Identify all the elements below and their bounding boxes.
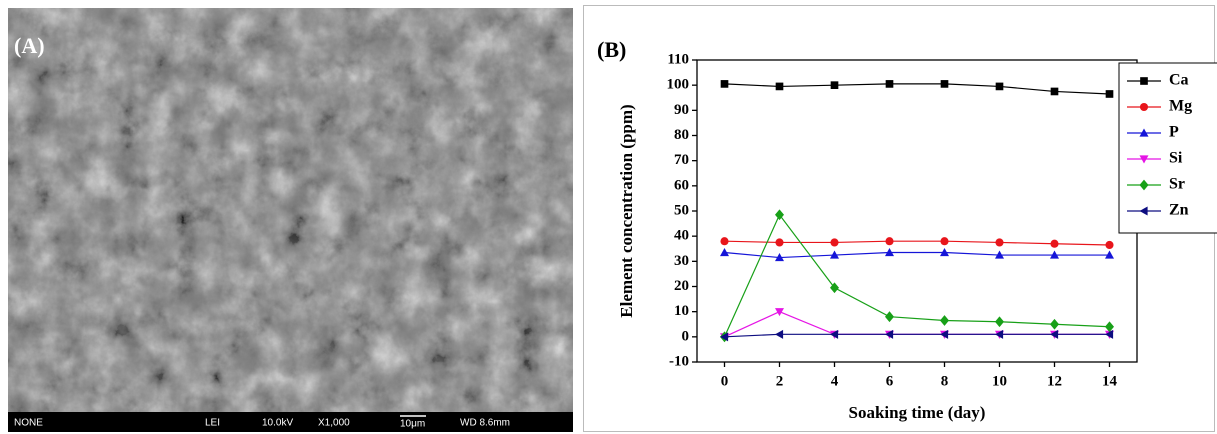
data-point (1050, 240, 1058, 248)
info-text: WD 8.6mm (460, 418, 510, 429)
y-tick-label: 40 (674, 228, 689, 244)
x-tick-label: 2 (776, 373, 784, 389)
info-text: 10.0kV (262, 418, 293, 429)
data-point (721, 80, 729, 88)
x-tick-label: 4 (831, 373, 839, 389)
panel-label: (B) (597, 37, 626, 62)
data-point (996, 83, 1004, 91)
y-tick-label: 100 (667, 77, 690, 93)
data-point (775, 330, 783, 339)
x-tick-label: 10 (992, 373, 1007, 389)
y-tick-label: 50 (674, 202, 689, 218)
sem-texture (8, 8, 573, 412)
y-tick-label: 60 (674, 177, 689, 193)
y-tick-label: 20 (674, 278, 689, 294)
info-text: LEI (205, 418, 220, 429)
x-axis-label: Soaking time (day) (849, 403, 986, 422)
legend-label: Ca (1169, 72, 1189, 89)
legend-label: Zn (1169, 202, 1189, 219)
x-tick-label: 8 (941, 373, 949, 389)
series-line (725, 215, 1110, 337)
data-point (885, 311, 894, 322)
page: (A) NONE LEI 10.0kV X1,000 10μm WD 8.6mm… (0, 0, 1217, 434)
figure: (A) NONE LEI 10.0kV X1,000 10μm WD 8.6mm… (0, 0, 1217, 434)
y-tick-label: 70 (674, 152, 689, 168)
data-point (940, 237, 948, 245)
sem-image (8, 8, 573, 432)
x-tick-label: 14 (1102, 373, 1118, 389)
plot-frame (697, 60, 1137, 362)
data-point (1105, 241, 1113, 249)
x-tick-label: 12 (1047, 373, 1062, 389)
data-point (886, 80, 894, 88)
y-tick-label: 90 (674, 102, 689, 118)
legend-marker (1140, 77, 1148, 85)
info-text: X1,000 (318, 418, 350, 429)
legend-label: P (1169, 124, 1179, 141)
legend-label: Si (1169, 150, 1183, 167)
data-point (995, 316, 1004, 327)
data-point (940, 315, 949, 326)
x-tick-label: 6 (886, 373, 894, 389)
info-text: NONE (14, 418, 43, 429)
data-point (775, 238, 783, 246)
data-point (831, 81, 839, 89)
info-text: 10μm (400, 419, 425, 430)
y-tick-label: 0 (682, 328, 690, 344)
y-axis-label: Element concentration (ppm) (617, 104, 636, 317)
y-tick-label: -10 (669, 353, 689, 369)
data-point (1050, 319, 1059, 330)
data-point (885, 237, 893, 245)
data-point (775, 308, 784, 316)
legend-marker (1140, 103, 1148, 111)
data-point (776, 83, 784, 91)
y-tick-label: 10 (674, 303, 689, 319)
data-point (1106, 90, 1114, 98)
legend-label: Sr (1169, 176, 1185, 193)
panel-label: (A) (14, 33, 45, 58)
data-point (720, 237, 728, 245)
data-point (995, 238, 1003, 246)
legend-box (1119, 63, 1217, 233)
y-tick-label: 30 (674, 253, 689, 269)
data-point (941, 80, 949, 88)
legend-label: Mg (1169, 98, 1192, 115)
x-tick-label: 0 (721, 373, 729, 389)
data-point (720, 248, 729, 256)
data-point (830, 238, 838, 246)
y-tick-label: 110 (667, 51, 689, 67)
data-point (1051, 88, 1059, 96)
y-tick-label: 80 (674, 127, 689, 143)
